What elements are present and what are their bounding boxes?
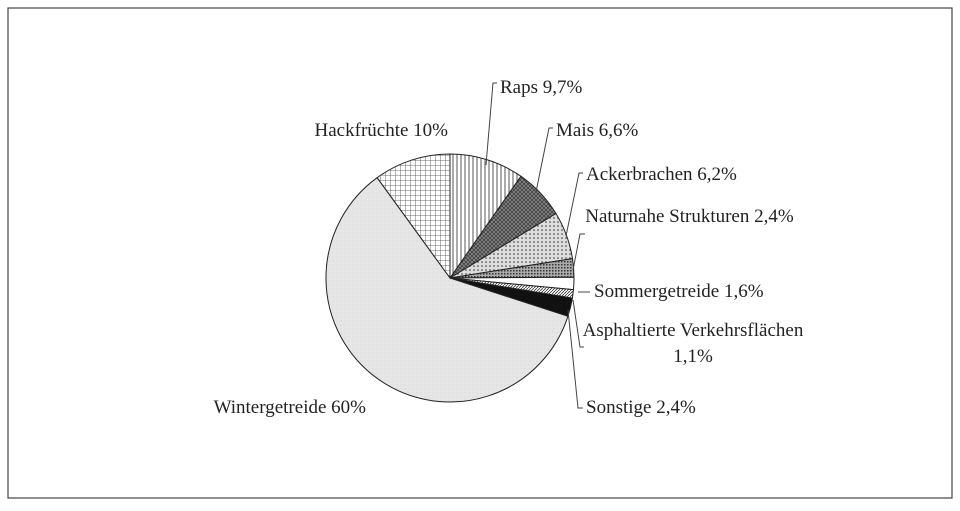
slice-label: Wintergetreide 60% (100, 395, 366, 421)
slice-category: Ackerbrachen (586, 164, 693, 185)
slice-value: 6,2% (697, 164, 737, 185)
slice-value: 9,7% (542, 77, 583, 98)
slice-value: 6,6% (598, 120, 639, 141)
slice-value: 1,6% (723, 281, 764, 302)
slice-value: 2,4% (656, 397, 696, 418)
slice-category: Mais (556, 120, 594, 141)
slice-category: Raps (500, 77, 538, 98)
slice-value: 2,4% (754, 206, 794, 227)
pie-slice (325, 176, 569, 403)
slice-category: Asphaltierte Verkehrsflächen (582, 320, 804, 341)
slice-label: Sonstige 2,4% (586, 395, 786, 421)
leader-line (572, 299, 584, 348)
leader-line (565, 172, 583, 237)
slice-category: Sommergetreide (594, 281, 720, 302)
slice-category: Hackfrüchte (314, 120, 409, 141)
frame (7, 7, 953, 499)
slice-label: Naturnahe Strukturen 2,4% (582, 204, 797, 230)
slice-value: 60% (331, 397, 366, 418)
slice-category: Sonstige (586, 397, 652, 418)
leader-line (485, 82, 497, 166)
slice-label: Asphaltierte Verkehrsflächen 1,1% (578, 318, 808, 370)
leader-line (535, 127, 553, 193)
pie-slice (449, 153, 522, 280)
pie-slice (376, 153, 451, 280)
slice-label: Hackfrüchte 10% (200, 118, 448, 144)
slice-label: Ackerbrachen 6,2% (586, 162, 806, 188)
slice-label: Sommergetreide 1,6% (594, 279, 834, 305)
slice-value: 10% (413, 120, 448, 141)
slice-label: Mais 6,6% (556, 118, 756, 144)
slice-category: Naturnahe Strukturen (585, 206, 750, 227)
slice-label: Raps 9,7% (500, 75, 700, 101)
slice-category: Wintergetreide (213, 397, 327, 418)
slice-value: 1,1% (673, 346, 713, 367)
leader-line (572, 233, 585, 271)
leader-line (567, 309, 583, 409)
